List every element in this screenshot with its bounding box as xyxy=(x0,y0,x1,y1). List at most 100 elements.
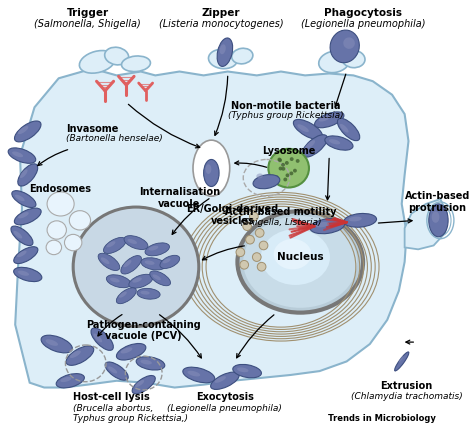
Ellipse shape xyxy=(47,221,66,239)
Ellipse shape xyxy=(129,274,153,288)
Ellipse shape xyxy=(206,164,211,174)
Text: protrusion: protrusion xyxy=(409,203,466,213)
Ellipse shape xyxy=(17,251,27,257)
Ellipse shape xyxy=(60,377,72,382)
Ellipse shape xyxy=(290,157,293,161)
Ellipse shape xyxy=(274,178,278,182)
Ellipse shape xyxy=(268,149,309,187)
Ellipse shape xyxy=(70,350,81,358)
Ellipse shape xyxy=(319,116,330,122)
Ellipse shape xyxy=(108,366,117,374)
Ellipse shape xyxy=(261,229,330,285)
Ellipse shape xyxy=(277,157,281,161)
Ellipse shape xyxy=(243,222,252,230)
Ellipse shape xyxy=(343,37,355,49)
Ellipse shape xyxy=(281,163,285,167)
Ellipse shape xyxy=(217,38,233,66)
Text: Zipper: Zipper xyxy=(202,8,240,18)
Text: (Brucella abortus,: (Brucella abortus, xyxy=(73,404,154,413)
Ellipse shape xyxy=(340,124,348,132)
Ellipse shape xyxy=(148,246,158,251)
Ellipse shape xyxy=(193,140,230,196)
Ellipse shape xyxy=(121,255,141,274)
Text: Internalisation: Internalisation xyxy=(139,187,220,197)
Ellipse shape xyxy=(14,247,38,264)
Ellipse shape xyxy=(123,260,131,267)
Ellipse shape xyxy=(132,375,155,394)
Text: Pathogen-containing: Pathogen-containing xyxy=(86,320,201,330)
Ellipse shape xyxy=(140,291,150,295)
Text: (Legionella pneumophila): (Legionella pneumophila) xyxy=(301,19,425,29)
Ellipse shape xyxy=(253,175,280,189)
Ellipse shape xyxy=(116,288,137,304)
Ellipse shape xyxy=(160,255,180,268)
Ellipse shape xyxy=(101,258,109,264)
Ellipse shape xyxy=(106,275,131,288)
Ellipse shape xyxy=(315,222,329,227)
Ellipse shape xyxy=(275,175,279,179)
Ellipse shape xyxy=(236,248,245,257)
Ellipse shape xyxy=(8,148,36,163)
Ellipse shape xyxy=(349,217,362,221)
Ellipse shape xyxy=(121,56,150,72)
Ellipse shape xyxy=(18,126,28,134)
Text: (Listeria monocytogenes): (Listeria monocytogenes) xyxy=(159,19,283,29)
Ellipse shape xyxy=(219,44,226,54)
Ellipse shape xyxy=(136,357,165,370)
Ellipse shape xyxy=(135,380,144,387)
Ellipse shape xyxy=(132,277,142,283)
Text: (Bartonella henselae): (Bartonella henselae) xyxy=(66,134,163,143)
Ellipse shape xyxy=(432,211,439,223)
Ellipse shape xyxy=(41,335,73,353)
Text: vacuole (PCV): vacuole (PCV) xyxy=(105,332,182,341)
Ellipse shape xyxy=(93,334,102,342)
Ellipse shape xyxy=(153,274,161,280)
Ellipse shape xyxy=(91,328,113,350)
Ellipse shape xyxy=(293,120,323,140)
Ellipse shape xyxy=(273,239,311,269)
Ellipse shape xyxy=(69,211,91,230)
Ellipse shape xyxy=(210,372,239,390)
Text: vacuole: vacuole xyxy=(158,199,201,209)
Ellipse shape xyxy=(293,169,297,172)
Text: Exocytosis: Exocytosis xyxy=(196,392,254,402)
Ellipse shape xyxy=(79,51,115,73)
Ellipse shape xyxy=(18,164,38,186)
Ellipse shape xyxy=(209,49,237,69)
Ellipse shape xyxy=(14,267,42,282)
Ellipse shape xyxy=(18,212,29,218)
Ellipse shape xyxy=(233,364,262,378)
Ellipse shape xyxy=(14,208,41,225)
Ellipse shape xyxy=(232,48,253,64)
Ellipse shape xyxy=(256,173,263,178)
Ellipse shape xyxy=(46,339,58,346)
Ellipse shape xyxy=(342,50,365,68)
Text: Actin-based motility: Actin-based motility xyxy=(225,207,337,217)
Ellipse shape xyxy=(302,135,328,157)
Ellipse shape xyxy=(337,118,360,141)
Ellipse shape xyxy=(105,362,128,380)
Ellipse shape xyxy=(330,30,359,63)
Ellipse shape xyxy=(103,237,126,254)
Ellipse shape xyxy=(117,344,146,360)
Ellipse shape xyxy=(110,278,120,283)
Text: Lysosome: Lysosome xyxy=(262,146,315,156)
Text: Actin-based: Actin-based xyxy=(405,191,470,201)
Ellipse shape xyxy=(145,261,155,265)
Text: (Chlamydia trachomatis): (Chlamydia trachomatis) xyxy=(351,392,463,401)
Ellipse shape xyxy=(215,376,226,383)
Ellipse shape xyxy=(73,207,199,326)
Ellipse shape xyxy=(253,253,261,261)
Ellipse shape xyxy=(121,347,132,353)
Text: Typhus group Rickettsia,): Typhus group Rickettsia,) xyxy=(73,414,188,423)
Text: (Legionella pneumophila): (Legionella pneumophila) xyxy=(167,404,283,413)
Ellipse shape xyxy=(259,241,268,250)
Ellipse shape xyxy=(98,253,120,270)
Ellipse shape xyxy=(124,236,148,249)
Polygon shape xyxy=(405,199,447,249)
Ellipse shape xyxy=(46,240,62,255)
Ellipse shape xyxy=(18,270,29,276)
Ellipse shape xyxy=(395,352,409,371)
Ellipse shape xyxy=(279,166,283,170)
Ellipse shape xyxy=(137,289,160,299)
